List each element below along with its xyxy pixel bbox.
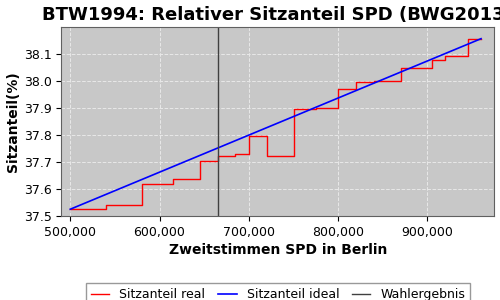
Sitzanteil real bbox=[313, 106, 319, 110]
X-axis label: Zweitstimmen SPD in Berlin: Zweitstimmen SPD in Berlin bbox=[168, 243, 387, 257]
Sitzanteil real bbox=[442, 58, 448, 62]
Sitzanteil real bbox=[398, 79, 404, 83]
Line: Sitzanteil real: Sitzanteil real bbox=[70, 39, 481, 209]
Sitzanteil real bbox=[335, 106, 341, 110]
Y-axis label: Sitzanteil(%): Sitzanteil(%) bbox=[6, 71, 20, 172]
Legend: Sitzanteil real, Sitzanteil ideal, Wahlergebnis: Sitzanteil real, Sitzanteil ideal, Wahle… bbox=[86, 283, 470, 300]
Sitzanteil real bbox=[464, 37, 470, 40]
Sitzanteil real bbox=[67, 207, 73, 211]
Sitzanteil real bbox=[214, 154, 220, 158]
Title: BTW1994: Relativer Sitzanteil SPD (BWG2013): BTW1994: Relativer Sitzanteil SPD (BWG20… bbox=[42, 6, 500, 24]
Sitzanteil real bbox=[478, 37, 484, 40]
Sitzanteil real bbox=[335, 87, 341, 91]
